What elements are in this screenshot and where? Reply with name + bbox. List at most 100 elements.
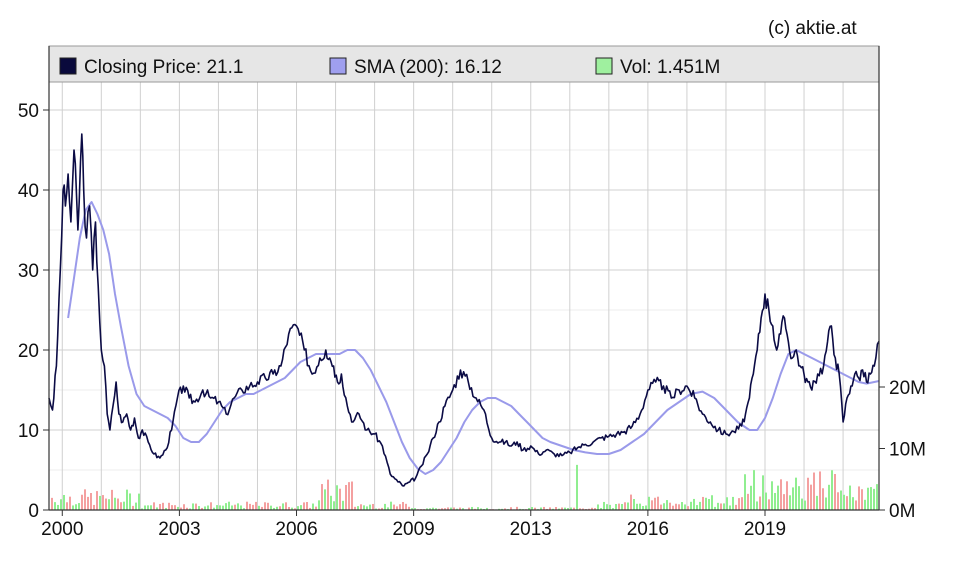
volume-bar xyxy=(66,502,68,510)
volume-bar xyxy=(789,495,791,510)
volume-bar xyxy=(201,507,203,510)
volume-bar xyxy=(732,496,734,510)
x-tick-label: 2019 xyxy=(744,519,786,540)
y-tick-label: 50 xyxy=(18,101,39,122)
volume-bar xyxy=(873,488,875,510)
legend-label: SMA (200): 16.12 xyxy=(354,57,502,78)
volume-bar xyxy=(531,506,533,510)
volume-bar xyxy=(606,504,608,510)
volume-bar xyxy=(702,496,704,510)
volume-bar xyxy=(792,487,794,510)
volume-bar xyxy=(711,495,713,510)
x-tick-label: 2013 xyxy=(510,519,552,540)
x-tick-label: 2009 xyxy=(392,519,434,540)
volume-bar xyxy=(759,496,761,510)
volume-bar xyxy=(165,507,167,510)
volume-bar xyxy=(867,487,869,510)
volume-bar xyxy=(459,507,461,510)
volume-bar xyxy=(51,497,53,510)
volume-bar xyxy=(846,496,848,510)
volume-bar xyxy=(441,508,443,510)
volume-bar xyxy=(285,502,287,510)
volume-bar xyxy=(111,489,113,510)
volume-bar xyxy=(120,502,122,510)
volume-bar xyxy=(297,506,299,510)
volume-bar xyxy=(393,504,395,510)
volume-bar xyxy=(405,503,407,510)
volume-bar xyxy=(744,474,746,510)
volume-bar xyxy=(600,507,602,510)
volume-bar xyxy=(684,504,686,510)
closing-price-line xyxy=(48,133,880,487)
volume-bar xyxy=(453,507,455,510)
y-tick-label: 10 xyxy=(18,421,39,442)
volume-bar xyxy=(510,507,512,510)
volume-bar xyxy=(621,503,623,510)
volume-bar xyxy=(270,505,272,510)
volume-bar xyxy=(591,507,593,510)
volume-bar xyxy=(93,504,95,510)
volume-bar xyxy=(174,505,176,510)
volume-bar xyxy=(213,507,215,510)
volume-bar xyxy=(756,501,758,510)
volume-bar xyxy=(318,500,320,510)
volume-bar xyxy=(717,502,719,510)
volume-bar xyxy=(291,507,293,510)
volume-bar xyxy=(96,491,98,510)
volume-bar xyxy=(828,484,830,510)
volume-bar xyxy=(357,506,359,510)
volume-bar xyxy=(504,508,506,510)
volume-bar xyxy=(855,500,857,510)
volume-bar xyxy=(777,485,779,510)
volume-bar xyxy=(690,501,692,510)
volume-bar xyxy=(840,490,842,510)
volume-bar xyxy=(258,505,260,510)
volume-bar xyxy=(642,505,644,510)
volume-bar xyxy=(651,500,653,510)
volume-bar xyxy=(249,503,251,510)
volume-bar xyxy=(660,504,662,510)
volume-bar xyxy=(132,505,134,510)
volume-bar xyxy=(543,506,545,510)
volume-bar xyxy=(264,502,266,510)
volume-bar xyxy=(438,508,440,510)
volume-bar xyxy=(858,486,860,510)
volume-tick-label: 10M xyxy=(889,440,926,461)
volume-bar xyxy=(570,507,572,510)
volume-bar xyxy=(156,507,158,510)
volume-bar xyxy=(198,506,200,510)
volume-bar xyxy=(738,498,740,510)
volume-bar xyxy=(807,477,809,510)
volume-bar xyxy=(477,507,479,510)
volume-bar xyxy=(582,508,584,510)
legend-swatch xyxy=(595,57,613,75)
volume-bar xyxy=(429,508,431,510)
sma-series xyxy=(67,201,880,475)
volume-bar xyxy=(615,504,617,510)
volume-bar xyxy=(561,507,563,510)
volume-bar xyxy=(411,508,413,510)
volume-bar xyxy=(825,497,827,510)
x-tick-label: 2003 xyxy=(158,519,200,540)
volume-bar xyxy=(147,505,149,510)
volume-bar xyxy=(861,489,863,510)
volume-bar xyxy=(189,508,191,510)
legend-label: Closing Price: 21.1 xyxy=(84,57,243,78)
volume-bar xyxy=(816,495,818,510)
volume-bar xyxy=(741,497,743,510)
volume-bar xyxy=(267,502,269,510)
volume-bar xyxy=(486,507,488,510)
volume-bar xyxy=(195,503,197,510)
volume-bar xyxy=(480,508,482,510)
volume-bar xyxy=(171,505,173,510)
y-tick-label: 40 xyxy=(18,181,39,202)
volume-bar xyxy=(675,503,677,510)
volume-bar xyxy=(408,506,410,510)
volume-bar xyxy=(192,503,194,510)
x-tick-label: 2000 xyxy=(41,519,83,540)
volume-tick-label: 20M xyxy=(889,378,926,399)
legend-swatch xyxy=(59,57,77,75)
volume-bar xyxy=(780,479,782,510)
volume-bar xyxy=(153,502,155,510)
